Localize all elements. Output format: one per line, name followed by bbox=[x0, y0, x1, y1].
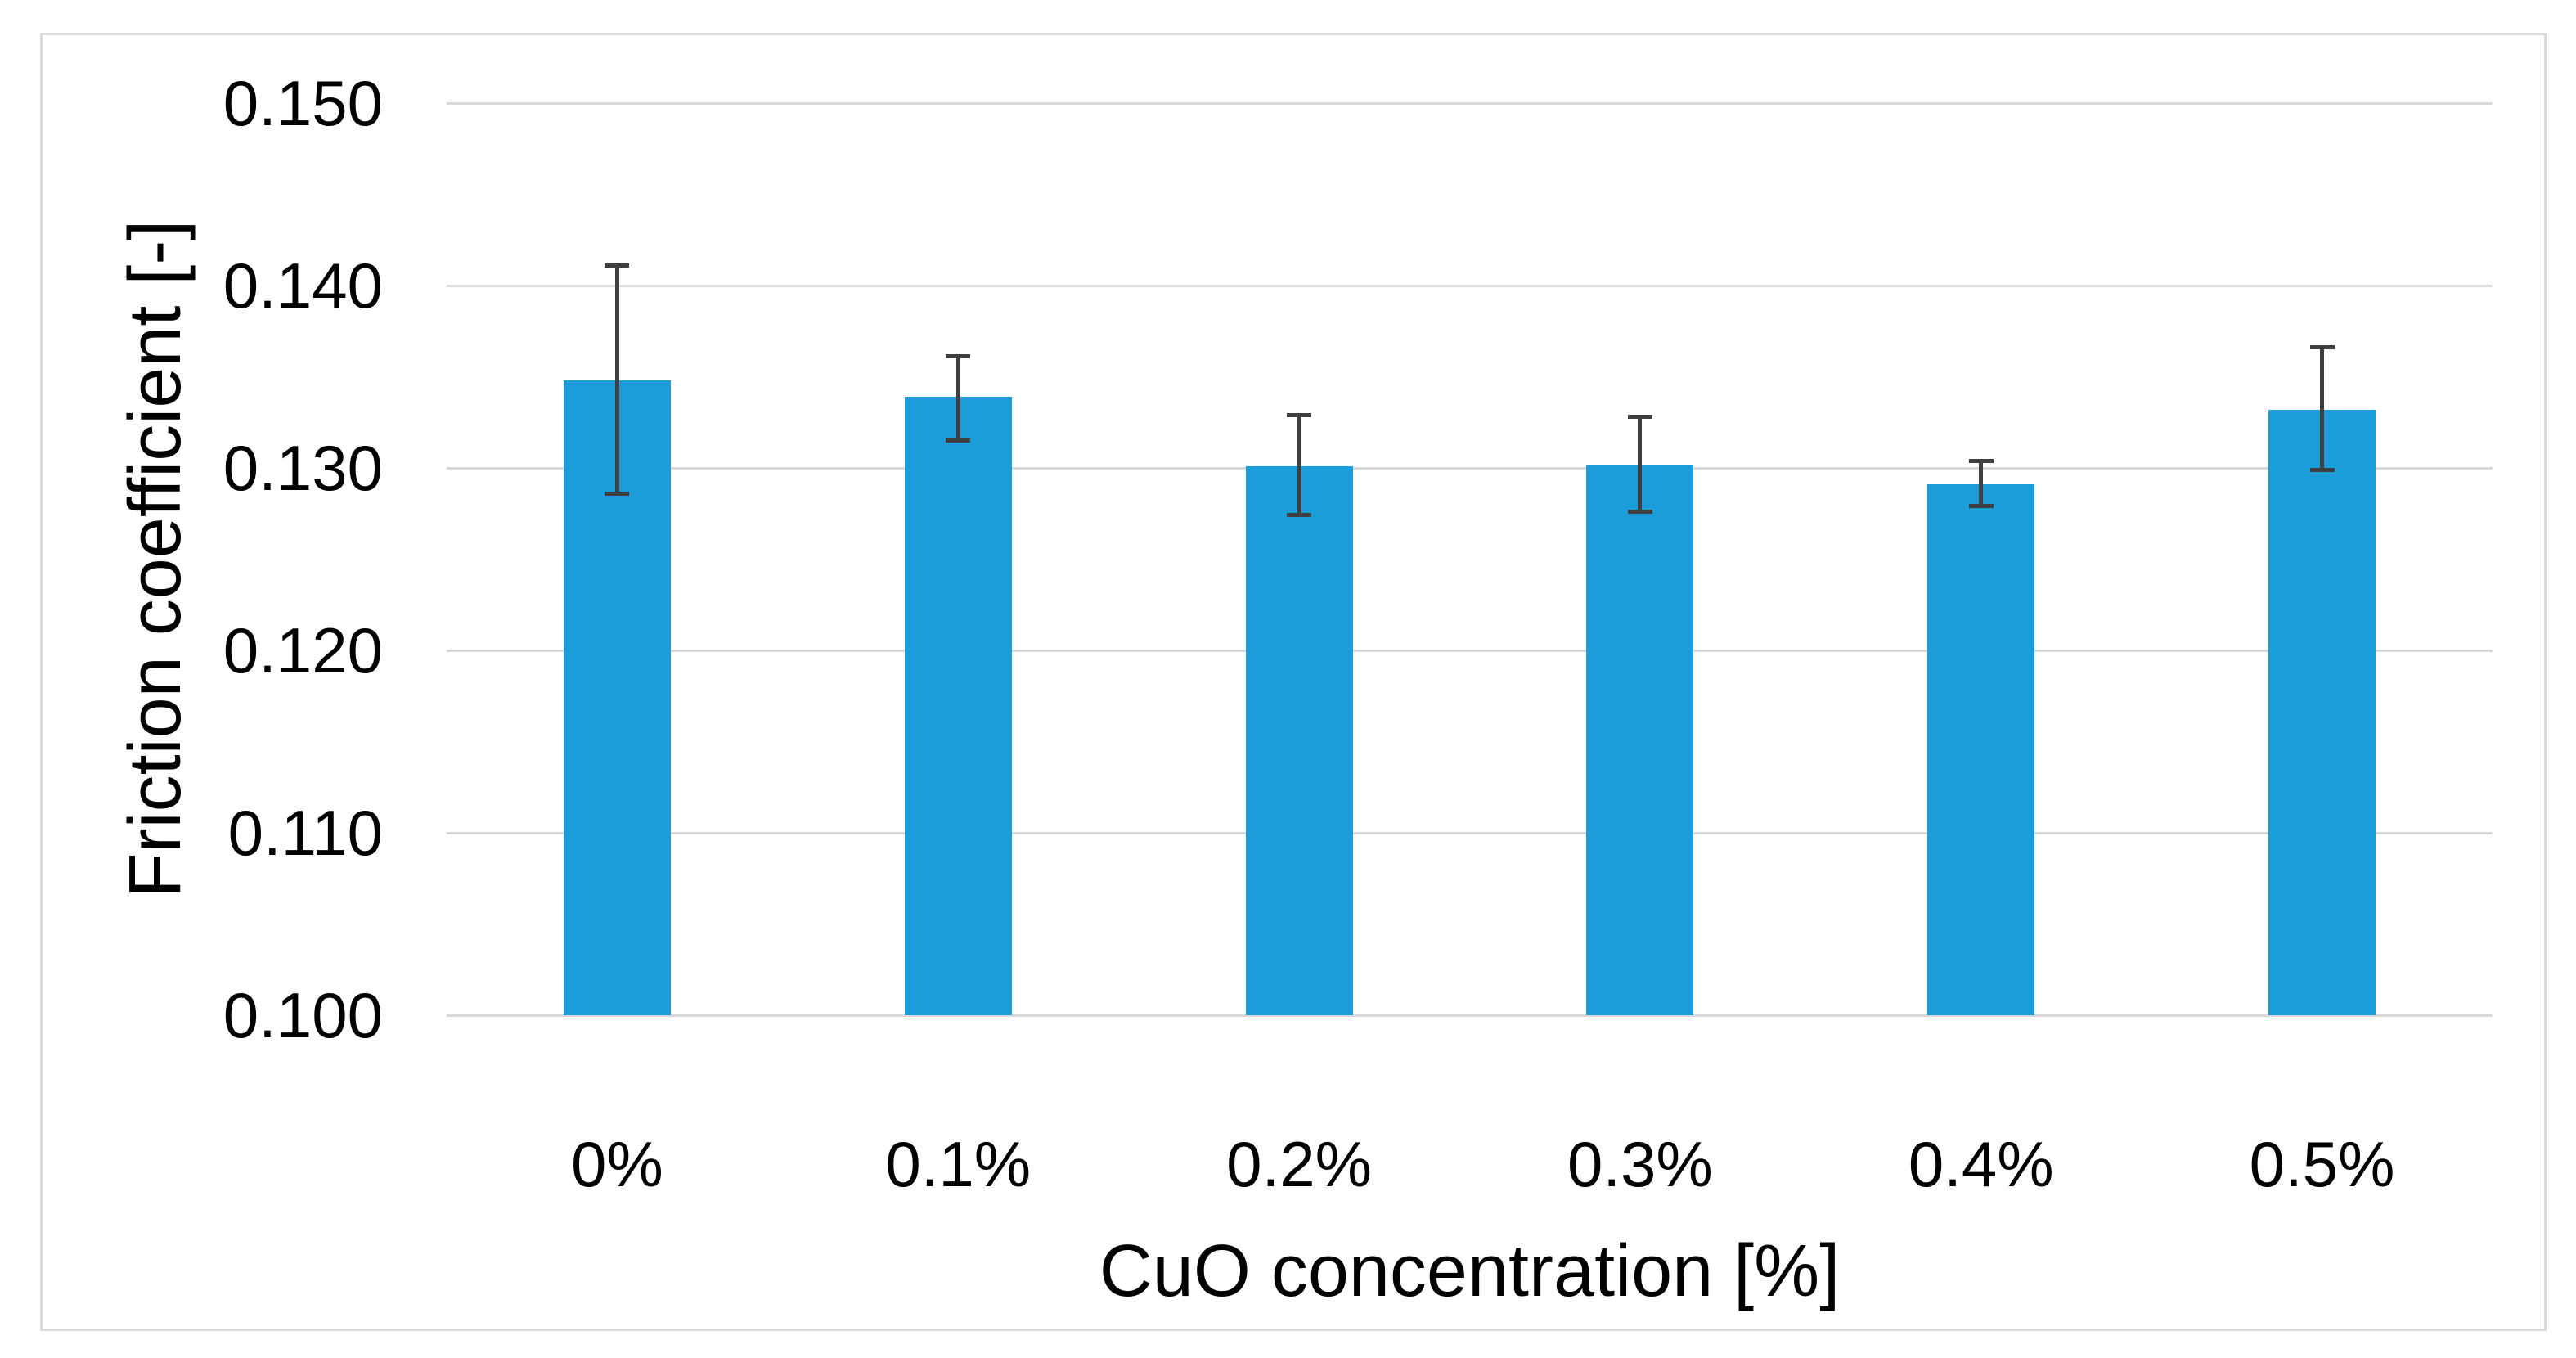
x-tick-label: 0.5% bbox=[2249, 1128, 2395, 1200]
error-bar-cap-bottom bbox=[605, 491, 630, 496]
error-bar-cap-top bbox=[1968, 458, 1994, 463]
gridline bbox=[447, 1014, 2493, 1017]
x-tick-label: 0.1% bbox=[885, 1128, 1032, 1200]
gridline bbox=[447, 101, 2493, 105]
y-tick-label: 0.130 bbox=[223, 432, 383, 504]
error-bar-line bbox=[1638, 416, 1643, 512]
error-bar-line bbox=[614, 265, 619, 494]
error-bar-cap-top bbox=[1627, 415, 1652, 420]
bar bbox=[1927, 484, 2035, 1015]
error-bar-cap-bottom bbox=[2309, 467, 2335, 472]
error-bar-cap-top bbox=[946, 354, 971, 359]
bar bbox=[1245, 465, 1353, 1015]
y-tick-label: 0.120 bbox=[223, 614, 383, 686]
y-tick-label: 0.100 bbox=[223, 979, 383, 1051]
plot-area bbox=[447, 101, 2493, 1017]
error-bar-cap-top bbox=[2309, 345, 2335, 350]
bar bbox=[1586, 464, 1694, 1015]
y-tick-label: 0.110 bbox=[227, 797, 383, 869]
y-tick-label: 0.150 bbox=[223, 67, 383, 139]
x-tick-label: 0.4% bbox=[1908, 1128, 2054, 1200]
bar bbox=[904, 397, 1012, 1015]
error-bar-cap-bottom bbox=[946, 438, 971, 443]
error-bar-line bbox=[955, 356, 960, 441]
x-tick-label: 0.3% bbox=[1567, 1128, 1713, 1200]
gridline bbox=[447, 831, 2493, 834]
y-axis-title: Friction coefficient [-] bbox=[115, 219, 196, 898]
error-bar-cap-bottom bbox=[1287, 513, 1312, 518]
error-bar-line bbox=[2320, 347, 2325, 470]
x-tick-label: 0.2% bbox=[1226, 1128, 1372, 1200]
error-bar-line bbox=[1979, 461, 1984, 506]
x-axis-title: CuO concentration [%] bbox=[1099, 1230, 1841, 1312]
x-tick-label: 0% bbox=[571, 1128, 663, 1200]
error-bar-cap-top bbox=[1287, 412, 1312, 417]
error-bar-cap-top bbox=[605, 263, 630, 268]
error-bar-cap-bottom bbox=[1627, 510, 1652, 515]
gridline bbox=[447, 284, 2493, 287]
error-bar-cap-bottom bbox=[1968, 504, 1994, 509]
bar bbox=[2268, 409, 2376, 1015]
y-tick-label: 0.140 bbox=[223, 250, 383, 322]
gridline bbox=[447, 649, 2493, 652]
error-bar-line bbox=[1297, 415, 1301, 515]
gridline bbox=[447, 466, 2493, 470]
